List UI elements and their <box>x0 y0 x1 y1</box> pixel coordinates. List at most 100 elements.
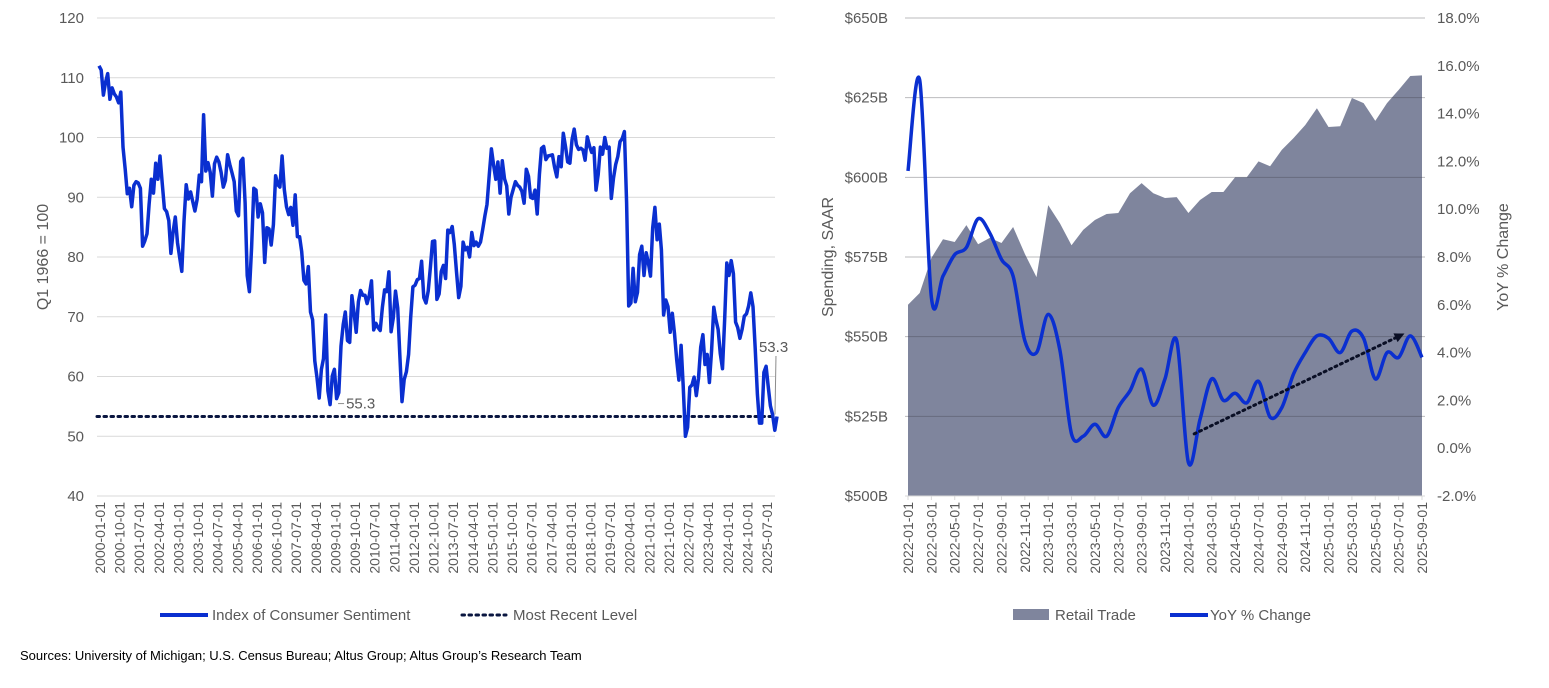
x-tick-label: 2024-11-01 <box>1297 502 1313 573</box>
x-tick-label: 2024-05-01 <box>1227 502 1243 574</box>
y-tick-label: 50 <box>67 428 84 445</box>
trend-arrow-line <box>1192 334 1400 436</box>
x-tick-label: 2010-07-01 <box>367 502 383 574</box>
x-tick-label: 2025-07-01 <box>1391 502 1407 574</box>
retail-trade-chart: $500B $525B $550B $575B $600B $625B $650B -2.0… <box>820 10 1512 624</box>
x-tick-label: 2023-01-01 <box>1040 502 1056 574</box>
x-tick-label: 2006-10-01 <box>269 502 285 574</box>
legend-swatch-retail-trade <box>1013 609 1049 620</box>
right-y-right-tick-labels: -2.0% 0.0% 2.0% 4.0% 6.0% 8.0% 10.0% 12.0% 14.0%… <box>1437 10 1480 505</box>
x-tick-label: 2022-05-01 <box>947 502 963 574</box>
consumer-sentiment-chart: 40 50 60 70 80 90 100 110 120 2000-01-01 2000-10-… <box>35 10 788 624</box>
x-tick-label: 2014-04-01 <box>465 502 481 574</box>
x-tick-label: 2023-07-01 <box>1110 502 1126 574</box>
x-tick-label: 2024-07-01 <box>1250 502 1266 574</box>
x-tick-label: 2009-01-01 <box>327 502 343 574</box>
y-tick-label: 80 <box>67 249 84 266</box>
right-x-tick-labels: 2022-01-01 2022-03-01 2022-05-01 2022-07-01… <box>900 502 1430 574</box>
annotation-label: 53.3 <box>759 339 788 356</box>
right-gridlines <box>905 17 1425 500</box>
right-legend: Retail Trade YoY % Change <box>1013 607 1311 624</box>
x-tick-label: 2025-09-01 <box>1414 502 1430 574</box>
x-tick-label: 2025-05-01 <box>1367 502 1383 574</box>
y-tick-label: $525B <box>845 408 888 425</box>
annotation-label: 55.3 <box>346 396 375 413</box>
right-series <box>906 75 1424 467</box>
y-tick-label: 100 <box>59 130 84 147</box>
left-series <box>95 64 779 439</box>
y-tick-label: $650B <box>845 10 888 27</box>
x-tick-label: 2024-03-01 <box>1204 502 1220 574</box>
left-legend: Index of Consumer Sentiment Most Recent … <box>160 607 637 624</box>
x-tick-label: 2013-07-01 <box>445 502 461 574</box>
x-tick-label: 2015-01-01 <box>484 502 500 574</box>
x-tick-label: 2012-10-01 <box>426 502 442 574</box>
left-y-axis-title: Q1 1966 = 100 <box>35 204 52 310</box>
x-tick-label: 2022-07-01 <box>970 502 986 574</box>
legend-label-sentiment: Index of Consumer Sentiment <box>212 607 411 624</box>
x-tick-label: 2003-01-01 <box>170 502 186 574</box>
annotation-leader <box>774 355 777 415</box>
source-note: Sources: University of Michigan; U.S. Ce… <box>20 648 582 663</box>
x-tick-label: 2002-04-01 <box>151 502 167 574</box>
legend-label-retail-trade: Retail Trade <box>1055 607 1136 624</box>
y-tick-label: $575B <box>845 249 888 266</box>
x-tick-label: 2023-03-01 <box>1064 502 1080 574</box>
x-tick-label: 2023-05-01 <box>1087 502 1103 574</box>
x-tick-label: 2015-10-01 <box>504 502 520 574</box>
y-tick-label: 110 <box>60 70 84 87</box>
x-tick-label: 2024-10-01 <box>739 502 755 574</box>
x-tick-label: 2000-01-01 <box>92 502 108 574</box>
x-tick-label: 2004-07-01 <box>210 502 226 574</box>
y-tick-label: 90 <box>67 189 84 206</box>
x-tick-label: 2022-07-01 <box>681 502 697 574</box>
x-tick-label: 2003-10-01 <box>190 502 206 574</box>
x-tick-label: 2017-04-01 <box>543 502 559 574</box>
x-tick-label: 2022-01-01 <box>900 502 916 574</box>
x-tick-label: 2022-11-01 <box>1017 502 1033 573</box>
x-tick-label: 2022-09-01 <box>993 502 1009 574</box>
trend-arrow-head <box>1393 333 1405 343</box>
x-tick-label: 2019-07-01 <box>602 502 618 574</box>
y2-tick-label: -2.0% <box>1437 488 1476 505</box>
x-tick-label: 2009-10-01 <box>347 502 363 574</box>
y2-tick-label: 10.0% <box>1437 201 1480 218</box>
x-tick-label: 2005-04-01 <box>229 502 245 574</box>
legend-label-yoy: YoY % Change <box>1210 607 1311 624</box>
legend-label-recent-level: Most Recent Level <box>513 607 637 624</box>
x-tick-label: 2018-10-01 <box>583 502 599 574</box>
y-tick-label: $550B <box>845 329 888 346</box>
y2-tick-label: 8.0% <box>1437 249 1471 266</box>
y-tick-label: $600B <box>845 169 888 186</box>
y2-tick-label: 14.0% <box>1437 106 1480 123</box>
x-tick-label: 2021-01-01 <box>641 502 657 574</box>
y2-tick-label: 4.0% <box>1437 345 1471 362</box>
x-tick-label: 2007-07-01 <box>288 502 304 574</box>
yoy-line <box>906 75 1424 467</box>
x-tick-label: 2011-04-01 <box>386 502 402 573</box>
x-tick-label: 2024-01-01 <box>720 502 736 574</box>
x-tick-label: 2020-04-01 <box>622 502 638 574</box>
y2-tick-label: 12.0% <box>1437 153 1480 170</box>
sentiment-line <box>97 64 779 439</box>
right-y-left-tick-labels: $500B $525B $550B $575B $600B $625B $650B <box>845 10 888 505</box>
x-tick-label: 2022-03-01 <box>923 502 939 574</box>
y2-tick-label: 16.0% <box>1437 58 1480 75</box>
x-tick-label: 2016-07-01 <box>524 502 540 574</box>
x-tick-label: 2025-07-01 <box>759 502 775 574</box>
left-annotations: 55.3 53.3 <box>338 339 788 415</box>
x-tick-label: 2001-07-01 <box>131 502 147 574</box>
x-tick-label: 2023-04-01 <box>700 502 716 574</box>
y2-tick-label: 6.0% <box>1437 297 1471 314</box>
y-tick-label: 60 <box>67 369 84 386</box>
y-tick-label: 120 <box>59 10 84 27</box>
y-tick-label: 40 <box>67 488 84 505</box>
left-x-tick-labels: 2000-01-01 2000-10-01 2001-07-01 2002-04-01… <box>92 502 775 574</box>
y-tick-label: $500B <box>845 488 888 505</box>
x-tick-label: 2006-01-01 <box>249 502 265 574</box>
y-tick-label: 70 <box>67 309 84 326</box>
y2-tick-label: 2.0% <box>1437 392 1471 409</box>
y-tick-label: $625B <box>845 90 888 107</box>
left-y-tick-labels: 40 50 60 70 80 90 100 110 120 <box>59 10 84 505</box>
